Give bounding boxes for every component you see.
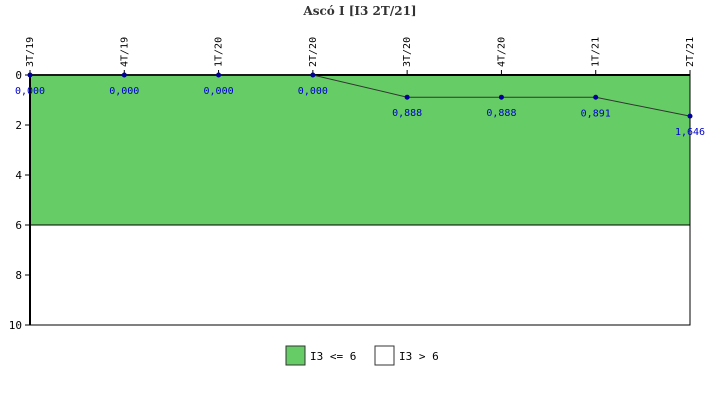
legend-label-0: I3 <= 6 bbox=[310, 350, 356, 363]
y-tick-label: 0 bbox=[15, 69, 22, 82]
x-tick-label: 4T/19 bbox=[119, 37, 130, 67]
series-line bbox=[30, 74, 691, 117]
band-1 bbox=[30, 225, 690, 325]
band-0 bbox=[30, 75, 690, 225]
y-tick-label: 6 bbox=[15, 219, 22, 232]
x-tick-label: 4T/20 bbox=[496, 37, 507, 67]
data-label: 0,888 bbox=[392, 108, 422, 119]
series-group bbox=[27, 72, 693, 119]
y-tick-label: 10 bbox=[9, 319, 22, 332]
axes-group bbox=[29, 74, 691, 326]
data-label: 1,646 bbox=[675, 127, 705, 138]
data-point bbox=[27, 72, 33, 78]
x-tick-label: 3T/19 bbox=[25, 37, 36, 67]
data-point bbox=[498, 94, 504, 100]
y-tick-label: 2 bbox=[15, 119, 22, 132]
data-label-group: 0,000 0,000 0,000 0,000 0,888 0,888 0,891 1,646 bbox=[15, 86, 705, 138]
data-label: 0,888 bbox=[486, 108, 516, 119]
data-label: 0,891 bbox=[581, 108, 611, 119]
data-point bbox=[121, 72, 127, 78]
data-point bbox=[216, 72, 222, 78]
x-tick-label: 1T/20 bbox=[214, 37, 225, 67]
legend-label-1: I3 > 6 bbox=[399, 350, 439, 363]
data-label: 0,000 bbox=[109, 86, 139, 97]
x-tick-label: 1T/21 bbox=[591, 37, 602, 67]
data-point bbox=[404, 94, 410, 100]
legend-swatch-1 bbox=[374, 345, 395, 366]
x-tick-label: 2T/21 bbox=[685, 37, 696, 67]
data-label: 0,000 bbox=[298, 86, 328, 97]
band-group bbox=[30, 75, 690, 325]
data-label: 0,000 bbox=[15, 86, 45, 97]
data-point bbox=[687, 113, 693, 119]
legend: I3 <= 6 I3 > 6 bbox=[285, 345, 439, 366]
chart-title: Ascó I [I3 2T/21] bbox=[302, 4, 416, 18]
x-tick-label: 3T/20 bbox=[402, 37, 413, 67]
x-tick-label: 2T/20 bbox=[308, 37, 319, 67]
data-label: 0,000 bbox=[204, 86, 234, 97]
legend-swatch-0 bbox=[285, 345, 306, 366]
y-tick-label: 8 bbox=[15, 269, 22, 282]
data-point bbox=[310, 72, 316, 78]
y-tick-group: 0 2 4 6 8 10 bbox=[9, 69, 30, 332]
x-tick-group: 3T/19 4T/19 1T/20 2T/20 3T/20 4T/20 1T/21 2T/21 bbox=[25, 37, 696, 75]
data-point bbox=[593, 94, 599, 100]
y-tick-label: 4 bbox=[15, 169, 22, 182]
